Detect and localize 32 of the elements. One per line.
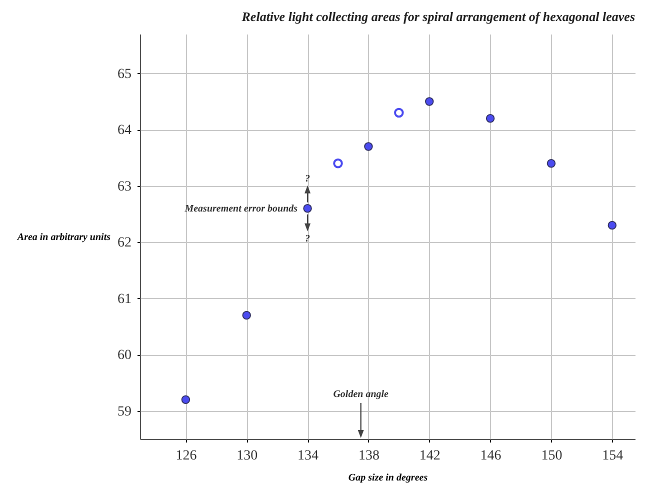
annotation: Measurement error bounds <box>184 203 298 214</box>
point <box>608 220 617 230</box>
y-tick-label: 60 <box>118 348 132 364</box>
y-tick-label: 65 <box>118 66 132 82</box>
x-tick-label: 134 <box>298 448 319 464</box>
point <box>425 97 434 106</box>
x-tick-label: 154 <box>602 448 624 464</box>
y-tick-label: 59 <box>118 404 132 420</box>
annotation: ? <box>305 173 310 184</box>
y-axis-title: Area in arbitrary units <box>16 232 111 243</box>
point <box>303 204 312 213</box>
y-tick-label: 64 <box>118 123 132 138</box>
point <box>486 114 495 123</box>
x-tick-label: 130 <box>236 448 258 464</box>
x-tick-label: 150 <box>541 448 562 464</box>
chart-title: Relative light collecting areas for spiral arrangement of hexagonal leaves <box>240 9 635 24</box>
point <box>364 142 373 151</box>
x-tick-label: 142 <box>419 448 440 464</box>
x-tick-label: 138 <box>358 448 380 464</box>
point <box>394 108 404 118</box>
x-tick-label: 126 <box>176 448 197 464</box>
point <box>242 310 251 320</box>
point <box>181 395 190 404</box>
point <box>546 159 556 168</box>
ref-line-label: Golden angle <box>333 389 390 400</box>
x-axis-title: Gap size in degrees <box>348 472 428 484</box>
y-tick-label: 61 <box>118 292 132 307</box>
x-tick-label: 146 <box>480 448 502 464</box>
y-tick-label: 63 <box>118 179 132 194</box>
point <box>333 158 343 168</box>
y-tick-label: 62 <box>118 236 132 251</box>
annotation: ? <box>305 233 310 244</box>
